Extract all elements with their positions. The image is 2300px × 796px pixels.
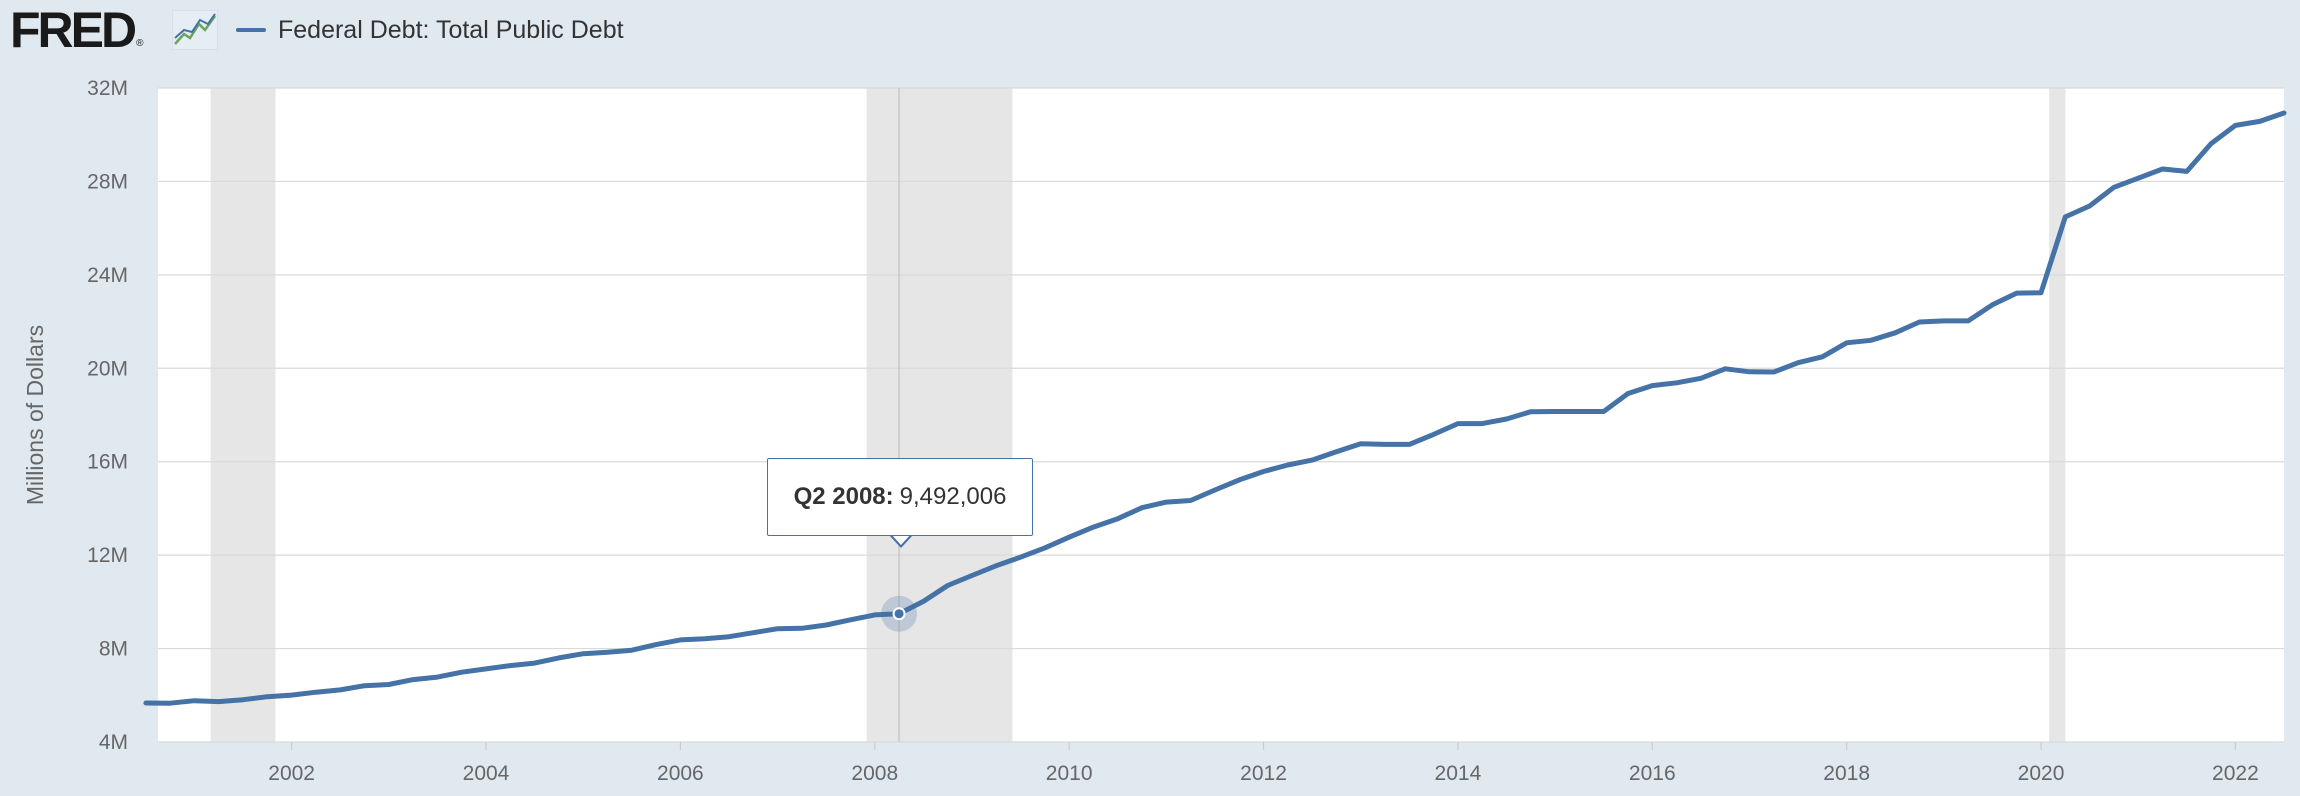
legend-swatch	[236, 28, 266, 32]
y-tick-label: 12M	[87, 544, 128, 567]
y-tick-label: 16M	[87, 451, 128, 474]
fred-logo[interactable]: FRED ®	[10, 4, 143, 56]
y-tick-label: 28M	[87, 170, 128, 193]
y-tick-label: 32M	[87, 77, 128, 100]
x-tick-label: 2002	[268, 762, 315, 785]
y-axis-tick-labels: 4M 8M 12M 16M 20M 24M 28M 32M	[87, 77, 128, 754]
chart-header: FRED ® Federal Debt: Total Public Debt	[0, 0, 2300, 60]
series-line-0[interactable]	[143, 110, 2287, 706]
y-tick-label: 20M	[87, 357, 128, 380]
highlight-point[interactable]	[892, 607, 906, 621]
x-tick-label: 2022	[2212, 762, 2259, 785]
x-tick-label: 2008	[851, 762, 898, 785]
recession-band-0	[210, 88, 276, 742]
recession-band-1	[866, 88, 1013, 742]
tooltip-date: Q2 2008:	[793, 483, 894, 510]
registered-mark: ®	[136, 37, 144, 49]
legend-label: Federal Debt: Total Public Debt	[278, 15, 624, 44]
chart-legend[interactable]: Federal Debt: Total Public Debt	[236, 14, 624, 46]
fred-logo-text: FRED	[10, 2, 137, 58]
tooltip-value: 9,492,006	[899, 483, 1007, 510]
y-tick-label: 8M	[99, 638, 128, 661]
x-tick-label: 2020	[2018, 762, 2065, 785]
x-tick-label: 2016	[1629, 762, 1676, 785]
recession-bands	[210, 88, 2066, 742]
x-tick-label: 2006	[657, 762, 704, 785]
y-tick-label: 4M	[99, 731, 128, 754]
x-tick-label: 2018	[1823, 762, 1870, 785]
y-axis-title: Millions of Dollars	[22, 325, 48, 505]
fred-graph-icon	[172, 10, 218, 50]
data-tooltip: Q2 2008: 9,492,006	[767, 458, 1033, 536]
y-tick-label: 24M	[87, 264, 128, 287]
x-axis-tick-labels: 2002 2004 2006 2008 2010 2012 2014 2016 2018 2020…	[268, 742, 2259, 785]
x-tick-label: 2010	[1046, 762, 1093, 785]
recession-band-2	[2049, 88, 2066, 742]
tooltip-pointer-inner	[891, 534, 911, 545]
x-tick-label: 2012	[1240, 762, 1287, 785]
x-tick-label: 2004	[463, 762, 510, 785]
plot-background	[158, 88, 2284, 742]
x-tick-label: 2014	[1435, 762, 1482, 785]
gridlines	[158, 87, 2284, 743]
